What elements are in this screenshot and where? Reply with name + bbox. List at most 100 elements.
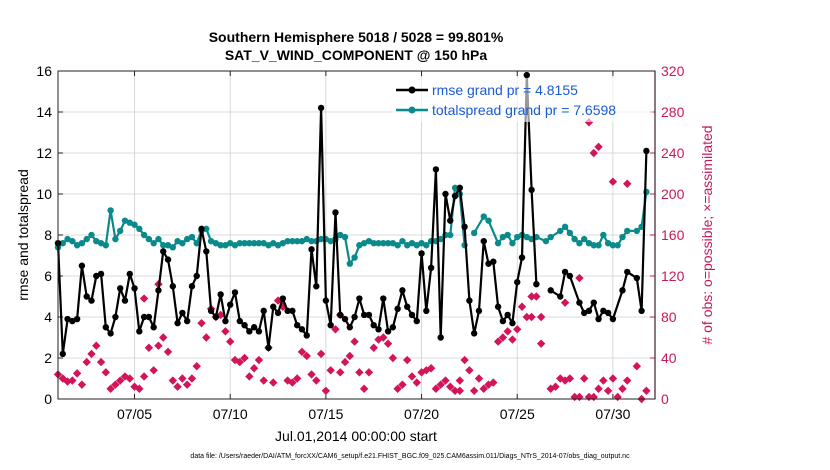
rmse-point	[97, 270, 105, 278]
obs-count-marker	[379, 333, 388, 342]
obs-count-marker	[355, 368, 364, 377]
spread-point	[231, 242, 239, 249]
rmse-point	[399, 287, 406, 294]
obs-count-marker	[307, 370, 316, 379]
obs-count-marker	[125, 374, 134, 383]
rmse-point	[370, 322, 377, 329]
spread-point	[384, 240, 392, 247]
obs-count-marker	[82, 357, 91, 367]
spread-point	[78, 240, 86, 247]
spread-line	[57, 186, 466, 265]
spread-point	[571, 235, 578, 243]
obs-count-marker	[594, 384, 603, 393]
chart-title-line-1: Southern Hemisphere 5018 / 5028 = 99.801…	[209, 29, 504, 45]
rmse-point	[566, 272, 574, 280]
spread-point	[380, 240, 387, 247]
rmse-point	[389, 324, 397, 331]
rmse-point	[174, 319, 181, 327]
spread-point	[83, 235, 90, 243]
obs-count-marker	[618, 384, 627, 393]
rmse-point	[609, 315, 617, 323]
obs-count-marker	[493, 337, 503, 346]
spread-point	[183, 235, 191, 243]
spread-point	[494, 240, 502, 247]
spread-point	[174, 237, 181, 245]
y-right-tick-label: 40	[661, 350, 677, 366]
rmse-point	[112, 313, 119, 321]
rmse-point	[585, 307, 593, 315]
obs-count-marker	[489, 378, 498, 387]
obs-count-marker	[407, 372, 417, 381]
spread-point	[179, 240, 186, 247]
x-tick-label: 07/30	[595, 406, 630, 422]
rmse-point	[279, 295, 287, 302]
spread-point	[480, 213, 487, 220]
obs-count-marker	[288, 378, 297, 387]
obs-count-marker	[249, 364, 259, 373]
obs-count-marker	[159, 333, 168, 342]
rmse-point	[64, 315, 71, 323]
rmse-point	[518, 254, 526, 261]
spread-point	[293, 237, 301, 245]
obs-count-marker	[240, 353, 249, 363]
rmse-point	[475, 307, 483, 315]
rmse-point	[466, 297, 473, 304]
rmse-point	[427, 264, 435, 271]
spread-point	[207, 237, 215, 245]
obs-count-marker	[154, 341, 163, 350]
rmse-point	[116, 285, 124, 292]
obs-count-marker	[575, 273, 584, 283]
rmse-point	[523, 71, 530, 79]
spread-point	[160, 242, 167, 249]
rmse-point	[150, 324, 157, 331]
obs-count-marker	[92, 341, 101, 350]
spread-point	[73, 242, 81, 249]
spread-point	[64, 235, 71, 243]
rmse-point	[102, 324, 110, 331]
spread-point	[236, 240, 243, 247]
spread-point	[514, 233, 521, 241]
spread-point	[188, 233, 196, 241]
obs-count-marker	[388, 353, 398, 363]
obs-count-marker	[479, 384, 488, 393]
rmse-point	[212, 313, 220, 321]
x-tick-label: 07/10	[213, 406, 248, 422]
y-right-tick-label: 80	[661, 309, 677, 325]
obs-count-marker	[522, 312, 531, 322]
obs-count-marker	[182, 380, 192, 389]
rmse-point	[356, 295, 363, 302]
obs-count-marker	[68, 376, 77, 385]
obs-count-marker	[608, 374, 618, 383]
obs-count-marker	[312, 376, 321, 385]
y-right-tick-label: 120	[661, 268, 685, 284]
y-right-tick-label: 200	[661, 186, 685, 202]
obs-count-marker	[599, 376, 608, 385]
y-axis-right-label: # of obs: o=possible; ×=assimilated	[699, 125, 715, 344]
obs-count-marker	[469, 386, 479, 395]
rmse-point	[303, 332, 310, 339]
rmse-point	[222, 317, 229, 325]
rmse-point	[418, 250, 425, 257]
obs-count-marker	[187, 374, 197, 383]
y-left-tick-labels: 0 2 4 6 8 10 12 14 16	[36, 63, 52, 407]
rmse-point	[198, 225, 205, 233]
spread-point	[203, 225, 210, 233]
rmse-point	[217, 291, 224, 298]
spread-point	[375, 240, 382, 247]
spread-point	[360, 240, 368, 247]
obs-count-marker	[259, 376, 268, 385]
obs-count-marker	[245, 372, 254, 381]
rmse-point	[600, 307, 607, 315]
rmse-point	[480, 237, 487, 245]
rmse-point	[231, 289, 239, 296]
obs-count-marker	[197, 318, 206, 328]
spread-point	[107, 207, 114, 214]
rmse-point	[255, 328, 263, 335]
spread-point	[59, 240, 66, 247]
rmse-point	[69, 317, 76, 325]
spread-point	[212, 240, 220, 247]
obs-count-marker	[589, 148, 598, 158]
rmse-point	[581, 309, 588, 317]
rmse-point	[145, 313, 153, 321]
